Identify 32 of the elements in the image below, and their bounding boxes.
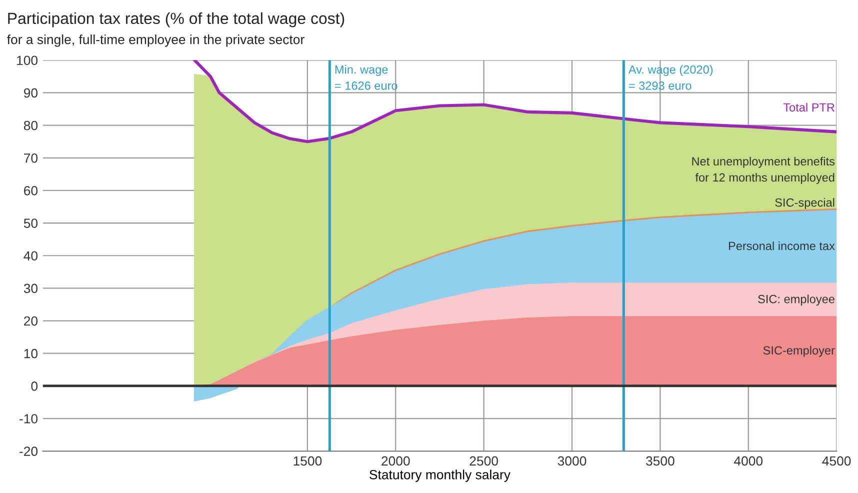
line-series bbox=[193, 60, 837, 144]
ref-line-label: Min. wage = 1626 euro bbox=[335, 65, 398, 90]
y-tick-label: 20 bbox=[24, 316, 38, 326]
y-tick-label: -10 bbox=[20, 414, 38, 424]
series-label: SIC: employee bbox=[758, 294, 834, 306]
y-tick-label: 70 bbox=[24, 153, 38, 163]
y-tick-label: 100 bbox=[17, 56, 38, 66]
x-tick-label: 2000 bbox=[382, 456, 410, 466]
y-tick-label: -20 bbox=[20, 446, 38, 456]
x-axis-title: Statutory monthly salary bbox=[370, 470, 510, 482]
y-tick-label: 50 bbox=[24, 218, 38, 228]
y-tick-label: 40 bbox=[24, 251, 38, 261]
y-tick-label: 0 bbox=[31, 382, 38, 391]
series-label: SIC-employer bbox=[763, 346, 835, 357]
series-label: SIC-special bbox=[775, 198, 834, 210]
x-tick-label: 4500 bbox=[822, 456, 851, 466]
x-tick-label: 2500 bbox=[470, 456, 498, 466]
series-label: Personal income tax bbox=[728, 241, 835, 250]
series-label: Total PTR bbox=[783, 102, 834, 112]
series-label: Net unemployment benefits for 12 months unemployed bbox=[692, 156, 835, 184]
x-tick-label: 3500 bbox=[646, 456, 674, 466]
y-tick-label: 90 bbox=[24, 88, 38, 98]
x-tick-label: 4000 bbox=[734, 456, 763, 466]
chart-title: Participation tax rates (% of the total wage cost) bbox=[8, 12, 344, 28]
y-tick-label: 60 bbox=[24, 186, 38, 196]
x-tick-label: 3000 bbox=[558, 456, 586, 466]
x-tick-label: 1500 bbox=[294, 456, 322, 466]
ref-line-label: Av. wage (2020) = 3293 euro bbox=[628, 65, 713, 90]
y-tick-label: 30 bbox=[24, 284, 38, 294]
chart-subtitle: for a single, full-time employee in the private sector bbox=[7, 34, 304, 47]
y-tick-label: 80 bbox=[24, 120, 38, 130]
y-tick-label: 10 bbox=[24, 348, 38, 358]
